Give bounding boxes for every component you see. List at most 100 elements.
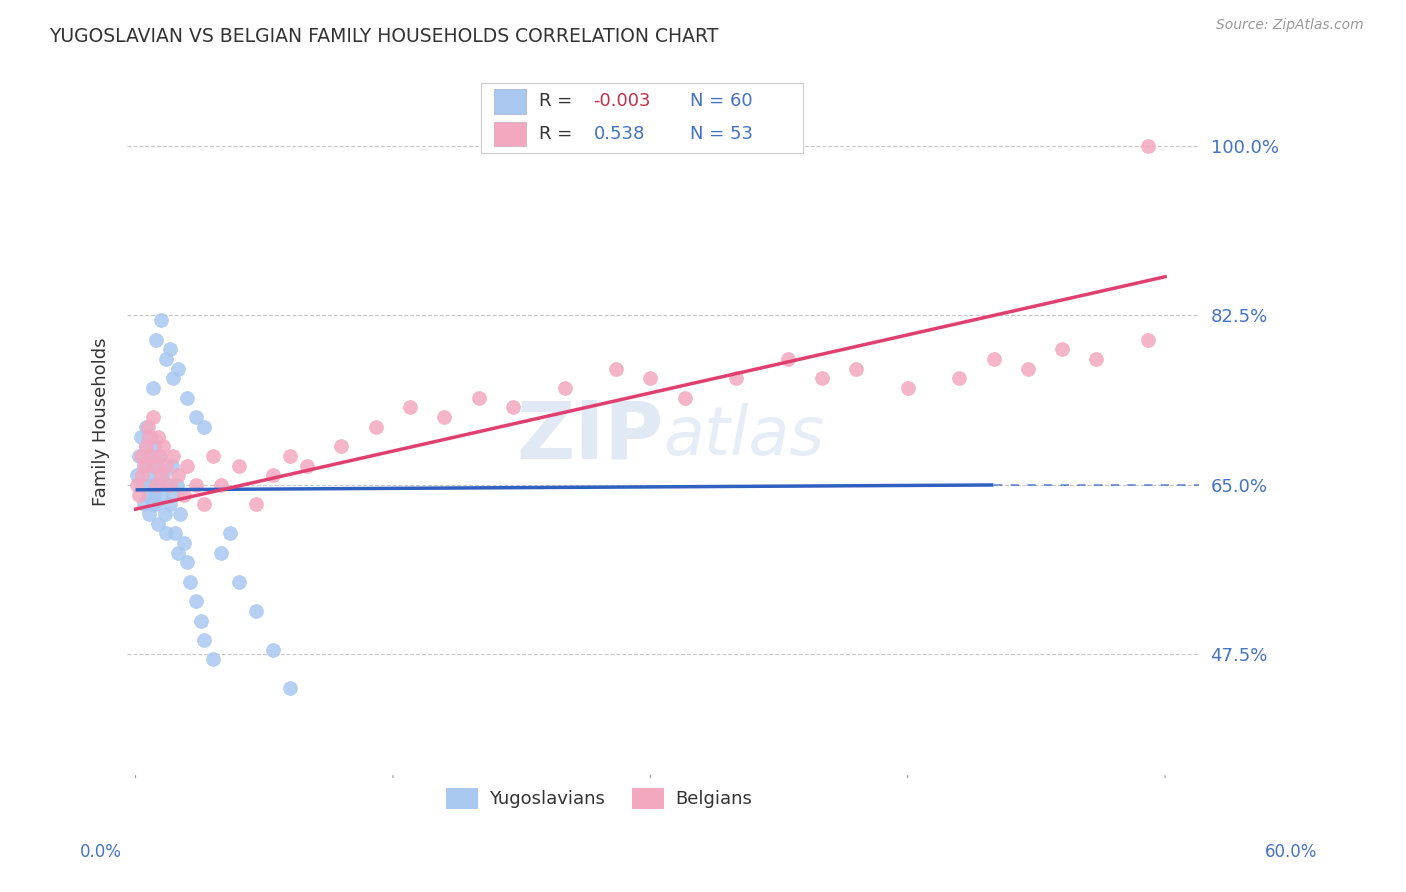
Point [134, 458, 156, 473]
Point [330, 439, 353, 453]
Point [159, 478, 181, 492]
Point [142, 449, 165, 463]
Point [184, 410, 207, 425]
Point [193, 632, 215, 647]
Point [209, 546, 232, 560]
Point [176, 556, 198, 570]
Point [157, 478, 180, 492]
Point [167, 468, 190, 483]
Point [554, 381, 576, 395]
Point [155, 526, 177, 541]
Text: 60.0%: 60.0% [1264, 843, 1317, 861]
Point [468, 391, 491, 405]
Point [364, 420, 387, 434]
Point [146, 516, 169, 531]
Point [948, 371, 970, 385]
Point [143, 488, 166, 502]
Y-axis label: Family Households: Family Households [93, 338, 110, 507]
Point [502, 401, 524, 415]
Point [228, 574, 250, 589]
Point [142, 497, 165, 511]
Point [134, 497, 156, 511]
Point [193, 420, 215, 434]
Point [155, 458, 177, 473]
Text: Source: ZipAtlas.com: Source: ZipAtlas.com [1216, 18, 1364, 32]
Point [433, 410, 456, 425]
Point [145, 478, 167, 492]
Point [160, 458, 183, 473]
Point [135, 420, 157, 434]
Point [159, 497, 181, 511]
Point [1085, 352, 1108, 367]
Point [179, 574, 201, 589]
Point [143, 458, 166, 473]
Point [139, 449, 162, 463]
Point [128, 488, 150, 502]
Point [219, 526, 242, 541]
Point [166, 478, 188, 492]
Point [139, 429, 162, 443]
Point [184, 478, 207, 492]
Text: YUGOSLAVIAN VS BELGIAN FAMILY HOUSEHOLDS CORRELATION CHART: YUGOSLAVIAN VS BELGIAN FAMILY HOUSEHOLDS… [49, 27, 718, 45]
Point [399, 401, 422, 415]
Text: atlas: atlas [664, 403, 824, 469]
Point [162, 488, 184, 502]
Point [201, 652, 224, 666]
Point [155, 352, 177, 367]
Point [138, 507, 160, 521]
Point [1050, 343, 1073, 357]
Point [159, 343, 181, 357]
Point [811, 371, 834, 385]
Point [262, 642, 284, 657]
Point [1136, 333, 1159, 347]
Point [142, 381, 165, 395]
Point [1017, 361, 1039, 376]
Point [167, 546, 190, 560]
Point [127, 468, 149, 483]
Point [143, 439, 166, 453]
Point [138, 429, 160, 443]
Point [136, 449, 159, 463]
Point [190, 614, 212, 628]
Text: ZIP: ZIP [516, 397, 664, 475]
Point [129, 449, 152, 463]
Point [176, 391, 198, 405]
Point [127, 478, 149, 492]
Point [162, 449, 184, 463]
Point [146, 429, 169, 443]
Point [136, 420, 159, 434]
Point [163, 526, 186, 541]
Point [295, 458, 318, 473]
Point [776, 352, 799, 367]
Point [131, 478, 153, 492]
Point [139, 478, 162, 492]
Point [134, 458, 156, 473]
Point [149, 449, 172, 463]
Point [128, 449, 150, 463]
Point [149, 478, 172, 492]
Point [845, 361, 868, 376]
Point [193, 497, 215, 511]
Point [150, 488, 173, 502]
Point [173, 536, 195, 550]
Point [152, 468, 174, 483]
Point [262, 468, 284, 483]
Point [209, 478, 232, 492]
Point [228, 458, 250, 473]
Point [150, 313, 173, 327]
Point [176, 458, 198, 473]
Point [184, 594, 207, 608]
Point [983, 352, 1005, 367]
Legend: Yugoslavians, Belgians: Yugoslavians, Belgians [439, 780, 759, 816]
Point [245, 604, 267, 618]
Point [145, 478, 167, 492]
Point [245, 497, 267, 511]
Point [135, 439, 157, 453]
Point [278, 449, 301, 463]
Point [142, 458, 165, 473]
Point [173, 488, 195, 502]
Point [1136, 139, 1159, 153]
Point [145, 333, 167, 347]
Point [150, 468, 173, 483]
Point [149, 449, 172, 463]
